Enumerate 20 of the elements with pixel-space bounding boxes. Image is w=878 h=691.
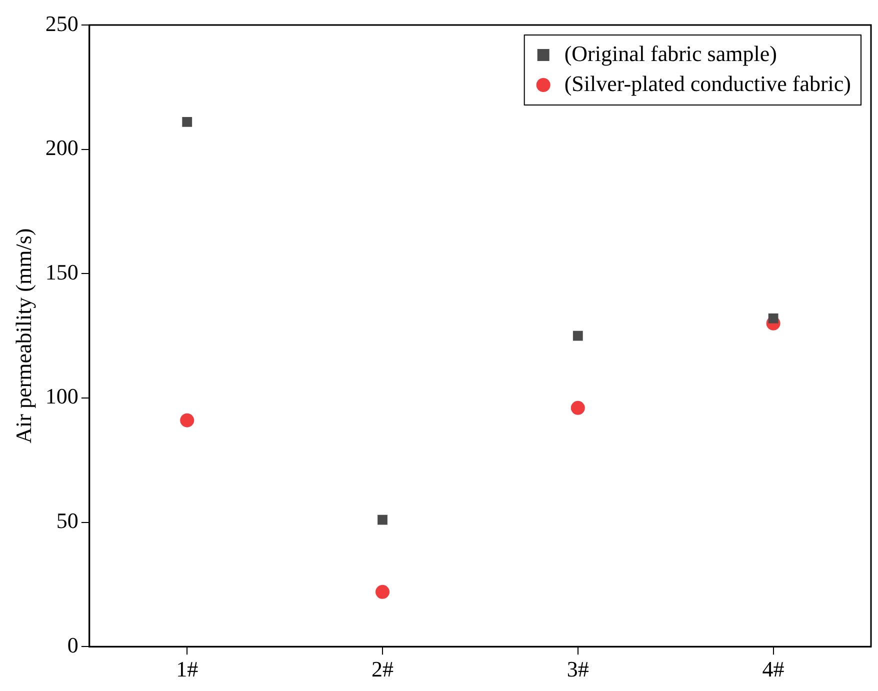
point <box>570 400 585 415</box>
y-tick-label: 250 <box>45 10 78 36</box>
y-tick-label: 50 <box>56 508 78 534</box>
y-tick-label: 150 <box>45 259 78 284</box>
x-tick-label: 4# <box>762 656 784 682</box>
point <box>768 313 778 324</box>
y-axis-title: Air permeability (mm/s) <box>10 228 36 444</box>
y-tick-label: 0 <box>67 632 78 658</box>
y-tick-label: 100 <box>45 384 78 409</box>
legend-label: (Silver-plated conductive fabric) <box>564 70 851 96</box>
point <box>378 514 388 525</box>
point <box>376 584 390 599</box>
x-tick-label: 2# <box>372 656 394 682</box>
x-tick-label: 1# <box>176 656 198 682</box>
y-tick-label: 200 <box>45 135 78 160</box>
point <box>572 330 583 341</box>
x-tick-label: 3# <box>566 656 589 682</box>
point <box>180 413 194 428</box>
point <box>182 117 192 127</box>
legend-label: (Original fabric sample) <box>564 40 777 66</box>
